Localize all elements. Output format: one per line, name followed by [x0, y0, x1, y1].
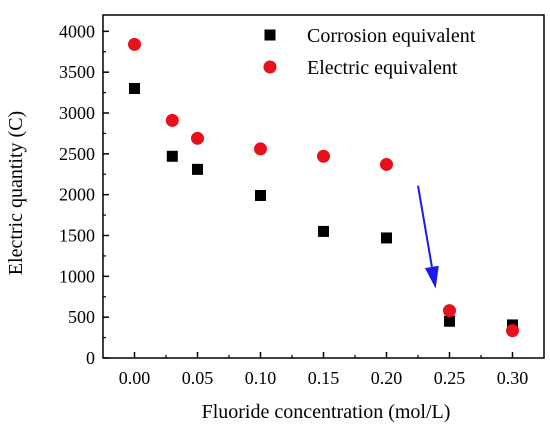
x-tick-label: 0.25 [434, 368, 466, 388]
electric-point [165, 113, 179, 127]
x-tick-label: 0.20 [371, 368, 403, 388]
corrosion-point [318, 225, 329, 237]
y-tick-label: 1500 [59, 226, 95, 246]
y-tick-label: 2500 [59, 144, 95, 164]
y-tick-label: 0 [86, 348, 95, 368]
corrosion-point [444, 315, 455, 327]
legend-label: Corrosion equivalent [307, 25, 476, 47]
legend-electric-marker [263, 60, 277, 74]
x-tick-label: 0.15 [308, 368, 340, 388]
axes: 0.00 0.05 0.10 0.15 0.20 0.25 0.30 0 500 1000 1500… [59, 14, 545, 388]
electric-point [317, 149, 330, 163]
electric-point [191, 131, 204, 145]
x-tick-label: 0.00 [119, 368, 151, 388]
electric-point [506, 324, 519, 338]
x-axis-title: Fluoride concentration (mol/L) [202, 401, 451, 423]
electric-point [254, 142, 267, 156]
legend-label: Electric equivalent [307, 57, 458, 79]
y-tick-label: 4000 [59, 21, 95, 41]
electric-point [380, 157, 393, 171]
annotations [417, 185, 439, 289]
arrow-head [425, 265, 439, 289]
y-tick-label: 1000 [59, 266, 95, 286]
y-axis-title: Electric quantity (C) [5, 111, 27, 275]
y-tick-label: 2000 [59, 185, 95, 205]
x-tick-label: 0.05 [182, 368, 214, 388]
electric-point [128, 37, 141, 51]
y-tick-label: 500 [68, 307, 95, 327]
x-tick-label: 0.10 [245, 368, 277, 388]
data-marks [128, 37, 519, 338]
y-tick-label: 3500 [59, 62, 95, 82]
x-tick-label: 0.30 [497, 368, 529, 388]
corrosion-point [381, 232, 392, 244]
electric-point [443, 304, 456, 318]
legend-corrosion-marker [264, 29, 276, 41]
y-tick-label: 3000 [59, 103, 95, 123]
corrosion-point [255, 189, 266, 201]
legend: Corrosion equivalent Electric equivalent [263, 25, 476, 79]
corrosion-point [129, 83, 140, 94]
corrosion-point [166, 150, 178, 162]
arrow-shaft [417, 185, 433, 268]
corrosion-point [192, 163, 203, 175]
